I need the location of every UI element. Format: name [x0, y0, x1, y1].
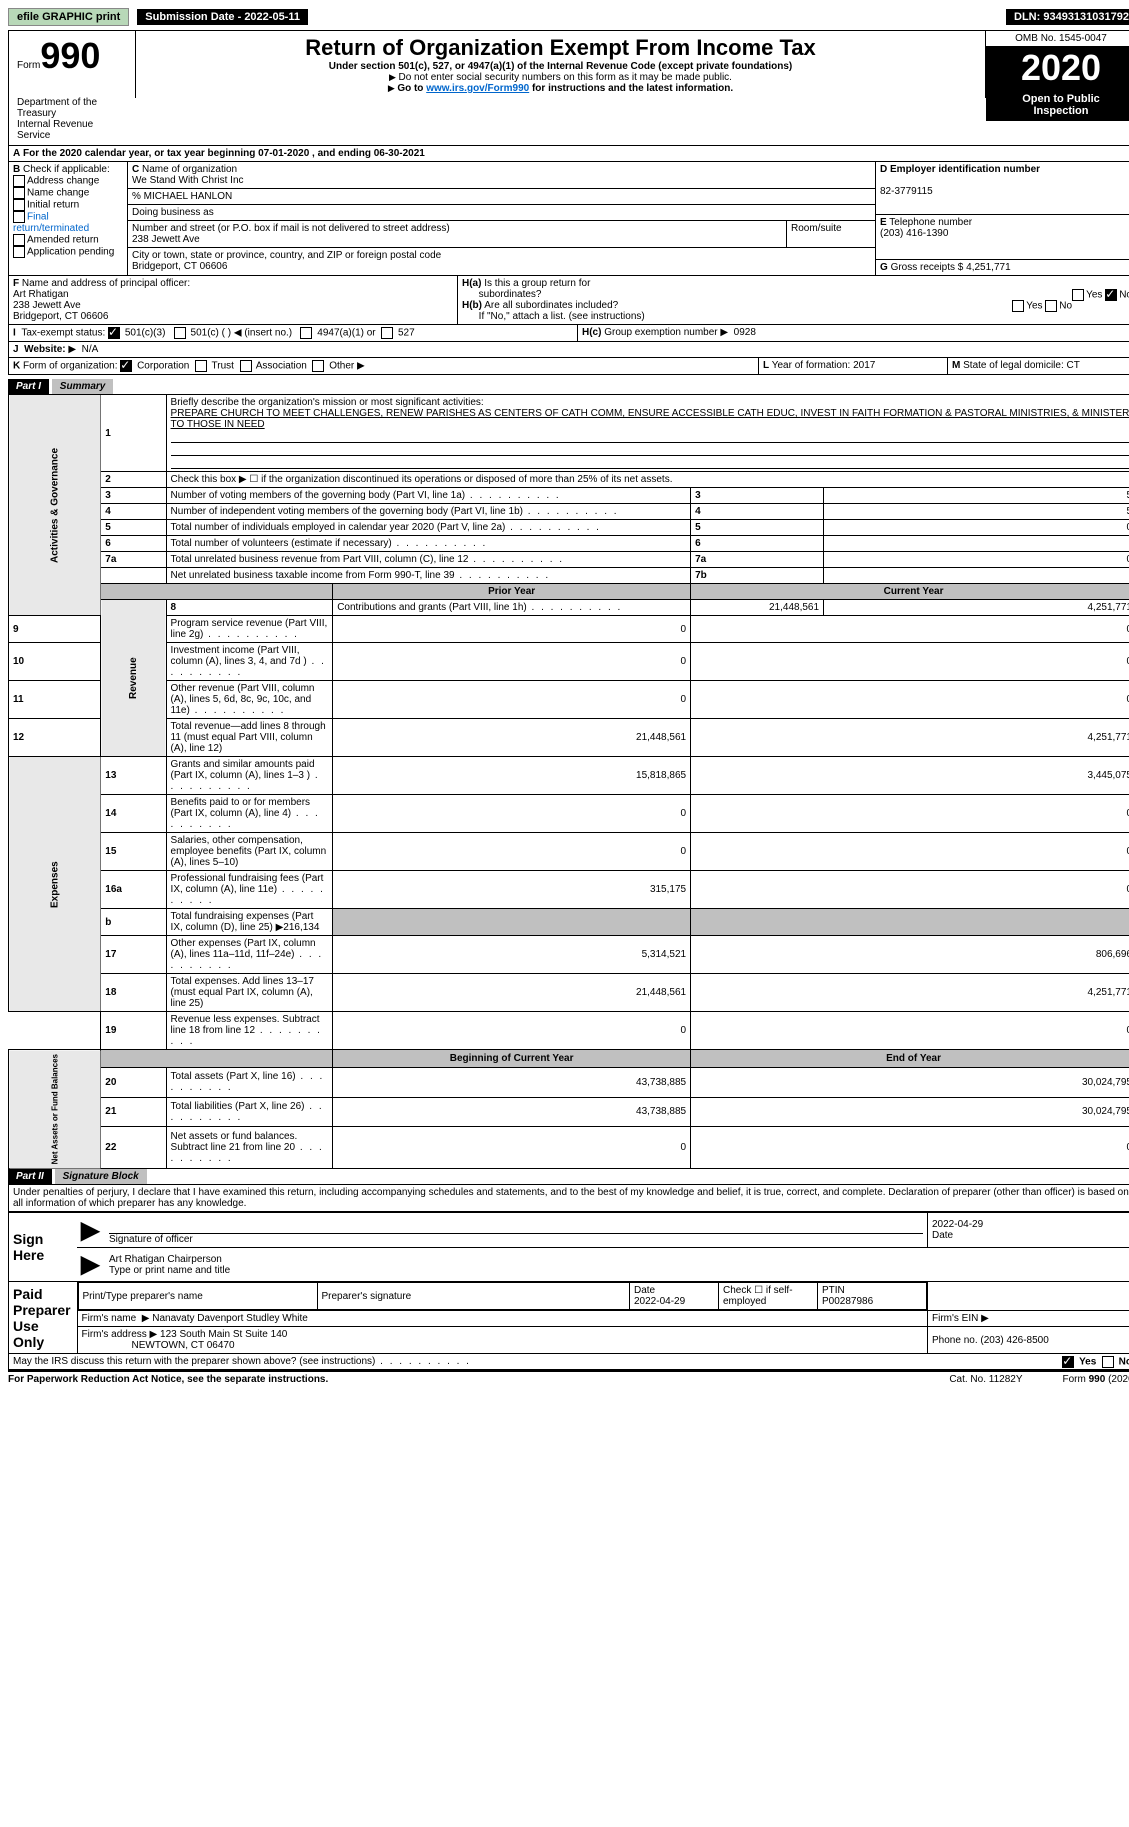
period-row: A For the 2020 calendar year, or tax yea… [8, 146, 1129, 162]
net-vlabel: Net Assets or Fund Balances [9, 1050, 101, 1169]
app-pending-check[interactable] [13, 246, 25, 258]
firm-addr: 123 South Main St Suite 140 [160, 1329, 287, 1340]
form-header: Form990 Department of the Treasury Inter… [8, 30, 1129, 146]
street: 238 Jewett Ave [132, 234, 200, 245]
part1-table: Activities & Governance 1 Briefly descri… [8, 394, 1129, 1169]
tax-year: 2020 [986, 47, 1129, 89]
ha-yes[interactable] [1072, 289, 1084, 301]
form-label: Form [17, 60, 40, 71]
final-return-check[interactable] [13, 211, 25, 223]
dln: DLN: 93493131031792 [1006, 9, 1129, 25]
name-change-check[interactable] [13, 187, 25, 199]
part1-title: Summary [52, 379, 114, 394]
city: Bridgeport, CT 06606 [132, 261, 227, 272]
org-name: We Stand With Christ Inc [132, 175, 244, 186]
initial-return-check[interactable] [13, 199, 25, 211]
care-of: % MICHAEL HANLON [128, 189, 875, 205]
exp-vlabel: Expenses [9, 757, 101, 1012]
assoc-check[interactable] [240, 360, 252, 372]
amended-check[interactable] [13, 234, 25, 246]
sig-arrow-icon: ▶ [81, 1217, 99, 1244]
corp-check[interactable] [120, 360, 132, 372]
hb-no[interactable] [1045, 300, 1057, 312]
form-subtitle: Under section 501(c), 527, or 4947(a)(1)… [140, 61, 981, 72]
signature-table: Sign Here ▶ Signature of officer 2022-04… [8, 1212, 1129, 1354]
group-exemption: 0928 [734, 327, 756, 338]
irs-link[interactable]: www.irs.gov/Form990 [426, 83, 529, 94]
phone: (203) 416-1390 [880, 228, 948, 239]
addr-change-check[interactable] [13, 175, 25, 187]
other-check[interactable] [312, 360, 324, 372]
top-toolbar: efile GRAPHIC print Submission Date - 20… [8, 8, 1129, 26]
part1-label: Part I [8, 379, 49, 394]
website: N/A [82, 344, 99, 355]
pra-notice: For Paperwork Reduction Act Notice, see … [8, 1374, 328, 1385]
527-check[interactable] [381, 327, 393, 339]
ptin: P00287986 [822, 1296, 873, 1307]
officer-printed: Art Rhatigan Chairperson [109, 1254, 222, 1265]
year-formed: 2017 [853, 360, 875, 371]
prep-phone: (203) 426-8500 [980, 1335, 1048, 1346]
perjury-decl: Under penalties of perjury, I declare th… [8, 1184, 1129, 1212]
gross-receipts: 4,251,771 [966, 262, 1011, 273]
section-b-label: Check if applicable: [23, 164, 110, 175]
efile-button[interactable]: efile GRAPHIC print [8, 8, 129, 26]
ha-no[interactable] [1105, 289, 1117, 301]
firm-name: Nanavaty Davenport Studley White [152, 1313, 308, 1324]
ein: 82-3779115 [880, 186, 933, 197]
4947-check[interactable] [300, 327, 312, 339]
irs-label: Internal Revenue Service [17, 119, 127, 141]
mission-text: PREPARE CHURCH TO MEET CHALLENGES, RENEW… [171, 408, 1129, 430]
omb-number: OMB No. 1545-0047 [986, 31, 1129, 47]
officer-name: Art Rhatigan [13, 289, 69, 300]
domicile: CT [1067, 360, 1080, 371]
discuss-no[interactable] [1102, 1356, 1114, 1368]
form-number: 990 [40, 35, 100, 76]
part2-label: Part II [8, 1169, 52, 1184]
discuss-yes[interactable] [1062, 1356, 1074, 1368]
hb-yes[interactable] [1012, 300, 1024, 312]
501c3-check[interactable] [108, 327, 120, 339]
dept-treasury: Department of the Treasury [17, 97, 127, 119]
trust-check[interactable] [195, 360, 207, 372]
sig-arrow-icon: ▶ [81, 1251, 99, 1278]
501c-check[interactable] [174, 327, 186, 339]
part2-title: Signature Block [55, 1169, 147, 1184]
rev-vlabel: Revenue [101, 600, 166, 757]
note-ssn: Do not enter social security numbers on … [140, 72, 981, 83]
form-title: Return of Organization Exempt From Incom… [140, 35, 981, 61]
sig-date: 2022-04-29 [932, 1219, 983, 1230]
submission-date: Submission Date - 2022-05-11 [137, 9, 308, 25]
cat-no: Cat. No. 11282Y [949, 1374, 1022, 1385]
dba-label: Doing business as [128, 205, 875, 221]
gov-vlabel: Activities & Governance [9, 395, 101, 616]
